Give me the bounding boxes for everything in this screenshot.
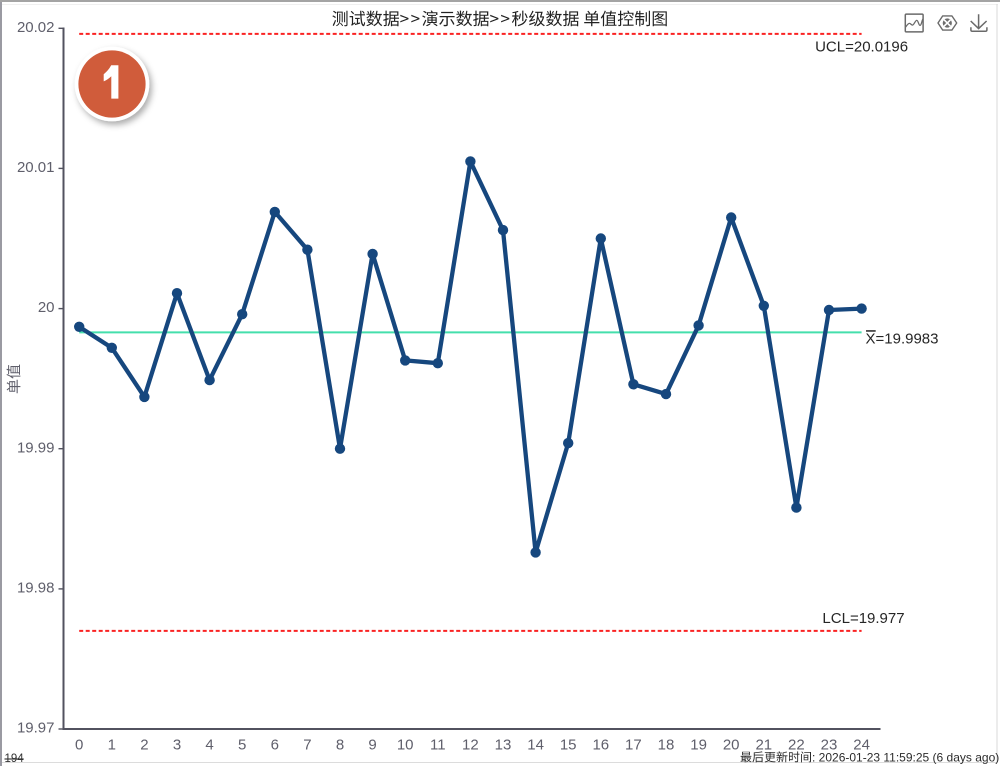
svg-text:5: 5 (238, 737, 246, 754)
svg-text:UCL=20.0196: UCL=20.0196 (815, 39, 908, 56)
svg-text:13: 13 (495, 737, 512, 754)
svg-text:8: 8 (336, 737, 344, 754)
svg-text:20: 20 (723, 737, 740, 754)
svg-text:22: 22 (788, 737, 805, 754)
svg-text:19.97: 19.97 (17, 720, 55, 737)
svg-text:17: 17 (625, 737, 642, 754)
svg-text:4: 4 (205, 737, 213, 754)
svg-text:LCL=19.977: LCL=19.977 (822, 610, 904, 627)
svg-text:14: 14 (527, 737, 544, 754)
svg-text:7: 7 (303, 737, 311, 754)
svg-text:19.99: 19.99 (17, 439, 55, 456)
svg-text:194: 194 (5, 753, 25, 765)
svg-text:20: 20 (38, 299, 55, 316)
svg-text:23: 23 (821, 737, 838, 754)
svg-text:6: 6 (271, 737, 279, 754)
svg-text:12: 12 (462, 737, 479, 754)
svg-text:2: 2 (140, 737, 148, 754)
svg-text:X=19.9983: X=19.9983 (866, 331, 939, 348)
svg-text:16: 16 (592, 737, 609, 754)
svg-text:: 2026-01-23 11:59:25 (6 days: : 2026-01-23 11:59:25 (6 days ago) (812, 750, 999, 764)
svg-text:19.98: 19.98 (17, 580, 55, 597)
svg-text:10: 10 (397, 737, 414, 754)
svg-text:18: 18 (658, 737, 675, 754)
svg-text:1: 1 (108, 737, 116, 754)
svg-text:20.02: 20.02 (17, 19, 55, 36)
svg-text:11: 11 (430, 737, 446, 754)
svg-text:21: 21 (755, 737, 772, 754)
svg-text:3: 3 (173, 737, 181, 754)
svg-text:9: 9 (368, 737, 376, 754)
svg-text:15: 15 (560, 737, 577, 754)
svg-text:24: 24 (853, 737, 870, 754)
svg-text:19: 19 (690, 737, 707, 754)
svg-text:20.01: 20.01 (17, 159, 55, 176)
svg-text:0: 0 (75, 737, 83, 754)
